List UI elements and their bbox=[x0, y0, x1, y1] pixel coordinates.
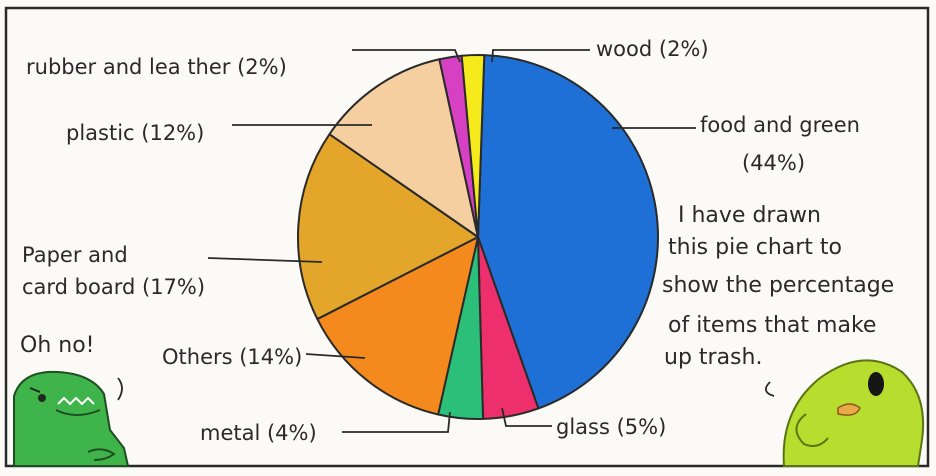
label-rubber-leather: rubber and lea ther (2%) bbox=[26, 55, 287, 79]
label-glass: glass (5%) bbox=[556, 415, 666, 439]
exclamation-text: Oh no! bbox=[20, 333, 94, 358]
note-line-4: of items that make bbox=[668, 313, 876, 338]
label-plastic: plastic (12%) bbox=[66, 121, 204, 145]
label-paper-line1: Paper and bbox=[22, 243, 128, 267]
leader-line-metal bbox=[342, 412, 450, 432]
exclaim-mark bbox=[118, 378, 122, 400]
label-others: Others (14%) bbox=[162, 345, 302, 369]
dinosaur-eye bbox=[38, 394, 46, 402]
note-line-1: I have drawn bbox=[678, 203, 821, 228]
dinosaur-illustration bbox=[14, 372, 128, 466]
note-line-2: this pie chart to bbox=[668, 235, 842, 260]
chick-sweat-mark bbox=[766, 382, 774, 396]
label-paper-line2: card board (17%) bbox=[22, 275, 205, 299]
label-food-green-line2: (44%) bbox=[742, 151, 805, 175]
label-food-green-line1: food and green bbox=[700, 113, 860, 137]
chick-eye bbox=[868, 372, 884, 396]
chick-illustration bbox=[766, 360, 923, 466]
note-line-3: show the percentage bbox=[662, 273, 894, 298]
label-metal: metal (4%) bbox=[200, 421, 317, 445]
pie-slices bbox=[298, 55, 658, 419]
handwritten-note: I have drawn this pie chart to show the … bbox=[662, 203, 894, 370]
note-line-5: up trash. bbox=[664, 345, 762, 370]
label-wood: wood (2%) bbox=[596, 37, 709, 61]
